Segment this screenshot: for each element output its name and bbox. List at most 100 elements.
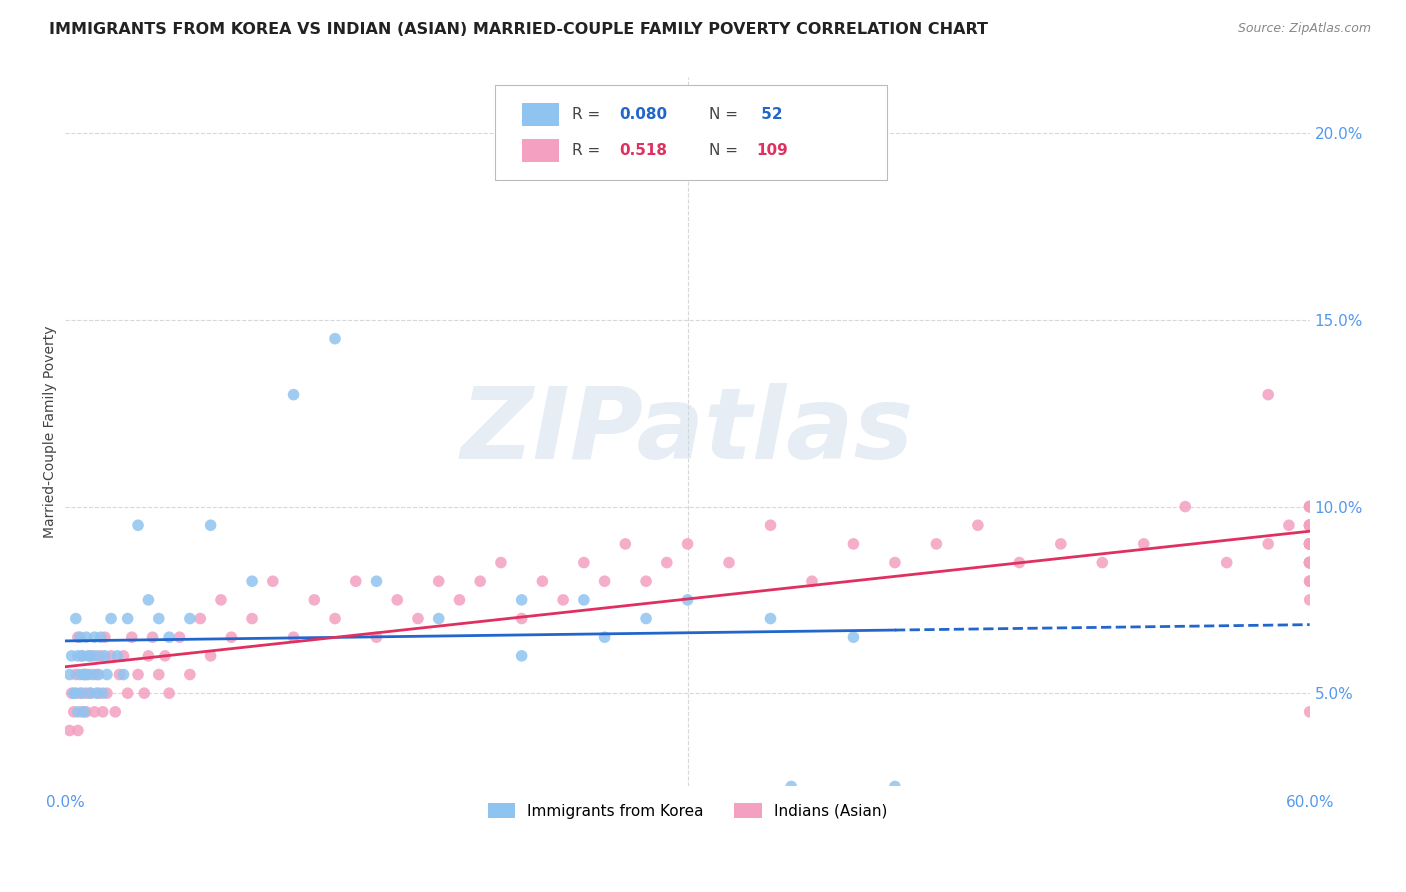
Point <box>240 611 263 625</box>
Point <box>1298 537 1320 551</box>
Point <box>62 705 84 719</box>
Point <box>489 556 512 570</box>
Point <box>91 705 114 719</box>
Point <box>1298 500 1320 514</box>
Point <box>153 648 176 663</box>
Point <box>86 667 108 681</box>
Point <box>91 686 114 700</box>
Point <box>1298 537 1320 551</box>
Point <box>1278 518 1301 533</box>
Point <box>1298 556 1320 570</box>
Point <box>1298 518 1320 533</box>
Point <box>759 518 782 533</box>
Point <box>62 686 84 700</box>
Point <box>1298 556 1320 570</box>
Point <box>1298 593 1320 607</box>
Point <box>75 667 97 681</box>
Point <box>75 630 97 644</box>
Point <box>1298 537 1320 551</box>
Point <box>86 686 108 700</box>
Point <box>79 686 101 700</box>
Point <box>82 648 104 663</box>
Point <box>655 556 678 570</box>
Point <box>59 667 82 681</box>
Point <box>676 593 699 607</box>
Point <box>65 686 87 700</box>
Point <box>66 648 89 663</box>
Point <box>60 648 83 663</box>
Point <box>366 630 388 644</box>
Point <box>283 387 305 401</box>
Point <box>1298 556 1320 570</box>
Point <box>1298 518 1320 533</box>
Point <box>572 593 595 607</box>
Point <box>427 574 450 589</box>
Point <box>427 611 450 625</box>
Point <box>77 667 100 681</box>
Point <box>82 667 104 681</box>
Point <box>593 630 616 644</box>
Point <box>304 593 326 607</box>
Point <box>780 780 803 794</box>
Point <box>1298 518 1320 533</box>
Text: R =: R = <box>572 107 605 122</box>
Point <box>1298 556 1320 570</box>
Point <box>200 648 222 663</box>
Text: 0.080: 0.080 <box>619 107 668 122</box>
Point <box>70 686 93 700</box>
Point <box>1298 500 1320 514</box>
Point <box>1298 556 1320 570</box>
Point <box>75 705 97 719</box>
Point <box>1215 556 1237 570</box>
Point <box>65 611 87 625</box>
Point <box>718 556 741 570</box>
Point <box>117 611 139 625</box>
Point <box>323 611 346 625</box>
Point <box>1257 387 1279 401</box>
Point <box>96 686 118 700</box>
Point <box>262 574 284 589</box>
Point <box>636 574 658 589</box>
Point <box>134 686 156 700</box>
Point <box>240 574 263 589</box>
Point <box>179 667 201 681</box>
Text: 52: 52 <box>756 107 783 122</box>
Point <box>470 574 492 589</box>
Point <box>1298 518 1320 533</box>
Point <box>323 332 346 346</box>
Point <box>138 648 160 663</box>
Point <box>1298 518 1320 533</box>
Text: N =: N = <box>709 143 742 158</box>
Point <box>96 667 118 681</box>
Point <box>593 574 616 589</box>
Point <box>66 705 89 719</box>
Text: R =: R = <box>572 143 610 158</box>
Point <box>531 574 554 589</box>
Point <box>366 574 388 589</box>
Point <box>1049 537 1071 551</box>
Point <box>83 705 105 719</box>
Point <box>1298 500 1320 514</box>
Point <box>112 648 135 663</box>
Point <box>94 630 117 644</box>
Legend: Immigrants from Korea, Indians (Asian): Immigrants from Korea, Indians (Asian) <box>481 797 894 825</box>
Text: 109: 109 <box>756 143 787 158</box>
Point <box>842 537 865 551</box>
Point <box>73 705 96 719</box>
Point <box>1132 537 1154 551</box>
Text: N =: N = <box>709 107 742 122</box>
Point <box>387 593 409 607</box>
Point <box>801 574 824 589</box>
Point <box>148 667 170 681</box>
Point <box>104 705 127 719</box>
Point <box>179 611 201 625</box>
Point <box>59 723 82 738</box>
Text: IMMIGRANTS FROM KOREA VS INDIAN (ASIAN) MARRIED-COUPLE FAMILY POVERTY CORRELATIO: IMMIGRANTS FROM KOREA VS INDIAN (ASIAN) … <box>49 22 988 37</box>
Point <box>75 686 97 700</box>
Point <box>1257 537 1279 551</box>
Point <box>510 648 533 663</box>
Point <box>121 630 143 644</box>
Point <box>883 780 905 794</box>
Point <box>1298 537 1320 551</box>
Point <box>572 556 595 570</box>
